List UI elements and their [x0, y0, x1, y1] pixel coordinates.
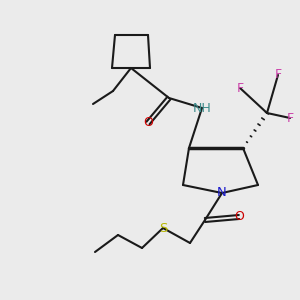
Text: F: F	[236, 82, 244, 94]
Text: NH: NH	[193, 101, 211, 115]
Text: O: O	[143, 116, 153, 130]
Text: F: F	[274, 68, 282, 82]
Text: O: O	[234, 211, 244, 224]
Text: N: N	[217, 187, 227, 200]
Text: S: S	[159, 221, 167, 235]
Text: F: F	[286, 112, 294, 124]
